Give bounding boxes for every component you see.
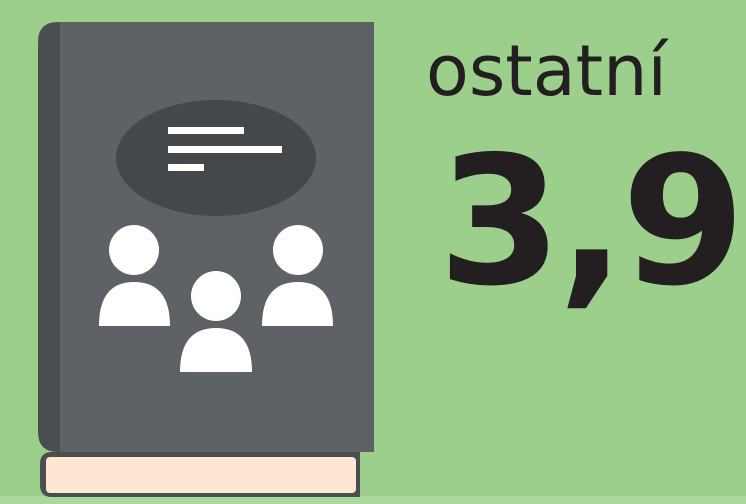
text-line (168, 127, 244, 134)
book-icon (38, 22, 374, 497)
text-line (168, 146, 282, 153)
person-head (191, 271, 241, 321)
person-body (180, 328, 252, 372)
person-head (273, 225, 323, 275)
book-pages (46, 457, 356, 493)
person-head (109, 225, 159, 275)
speech-bubble (116, 100, 316, 216)
people (99, 225, 333, 372)
book-cover (60, 22, 374, 452)
person-body (262, 282, 333, 326)
value-label: 3,9 (438, 118, 741, 325)
text-line (168, 164, 204, 171)
person-body (99, 282, 170, 326)
bottom-strip (0, 496, 746, 504)
category-label: ostatní (426, 30, 669, 112)
